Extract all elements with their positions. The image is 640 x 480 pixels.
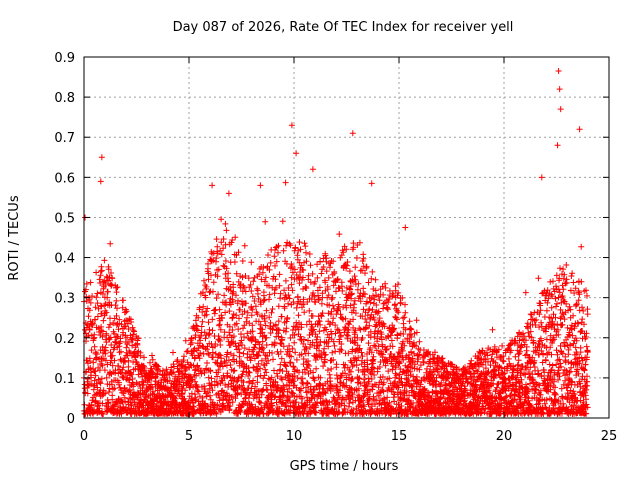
y-axis-label: ROTI / TECUs xyxy=(7,195,22,280)
chart-title: Day 087 of 2026, Rate Of TEC Index for r… xyxy=(173,20,514,35)
peak-point xyxy=(402,224,409,231)
y-tick-label: 0.1 xyxy=(54,372,75,387)
peak-point xyxy=(209,182,216,189)
peak-point xyxy=(225,190,232,197)
y-tick-label: 0.3 xyxy=(54,292,75,307)
peak-point xyxy=(368,180,375,187)
peak-point xyxy=(97,178,104,185)
peak-point xyxy=(288,122,295,129)
y-tick-label: 0.7 xyxy=(54,131,75,146)
peak-point xyxy=(293,150,300,157)
y-tick-label: 0.6 xyxy=(54,171,75,186)
scatter-markers xyxy=(81,179,591,417)
x-tick-label: 10 xyxy=(286,429,303,444)
x-tick-label: 0 xyxy=(80,429,88,444)
peak-point xyxy=(349,130,356,137)
x-tick-label: 15 xyxy=(391,429,408,444)
data-points xyxy=(81,68,591,417)
peak-point xyxy=(257,182,264,189)
y-tick-label: 0.9 xyxy=(54,51,75,66)
x-tick-label: 25 xyxy=(601,429,618,444)
grid-lines xyxy=(84,57,609,418)
peak-point xyxy=(557,106,564,113)
y-tick-label: 0.2 xyxy=(54,332,75,347)
x-axis-label: GPS time / hours xyxy=(290,459,399,474)
plot-frame xyxy=(83,56,610,419)
peak-point xyxy=(98,154,105,161)
peak-point xyxy=(556,86,563,93)
y-tick-label: 0.5 xyxy=(54,211,75,226)
x-tick-label: 5 xyxy=(185,429,193,444)
peak-point xyxy=(309,166,316,173)
y-tick-label: 0.8 xyxy=(54,91,75,106)
y-tick-label: 0 xyxy=(67,412,75,427)
peak-point xyxy=(554,142,561,149)
peak-point xyxy=(576,126,583,133)
x-tick-label: 20 xyxy=(496,429,513,444)
y-tick-label: 0.4 xyxy=(54,252,75,267)
peak-point xyxy=(555,68,562,75)
axis-ticks: 0 0.1 0.2 0.3 0.4 0.5 0.6 0.7 0.8 0.9 0 5 10 15 20 25 xyxy=(54,51,617,444)
peak-point xyxy=(538,174,545,181)
